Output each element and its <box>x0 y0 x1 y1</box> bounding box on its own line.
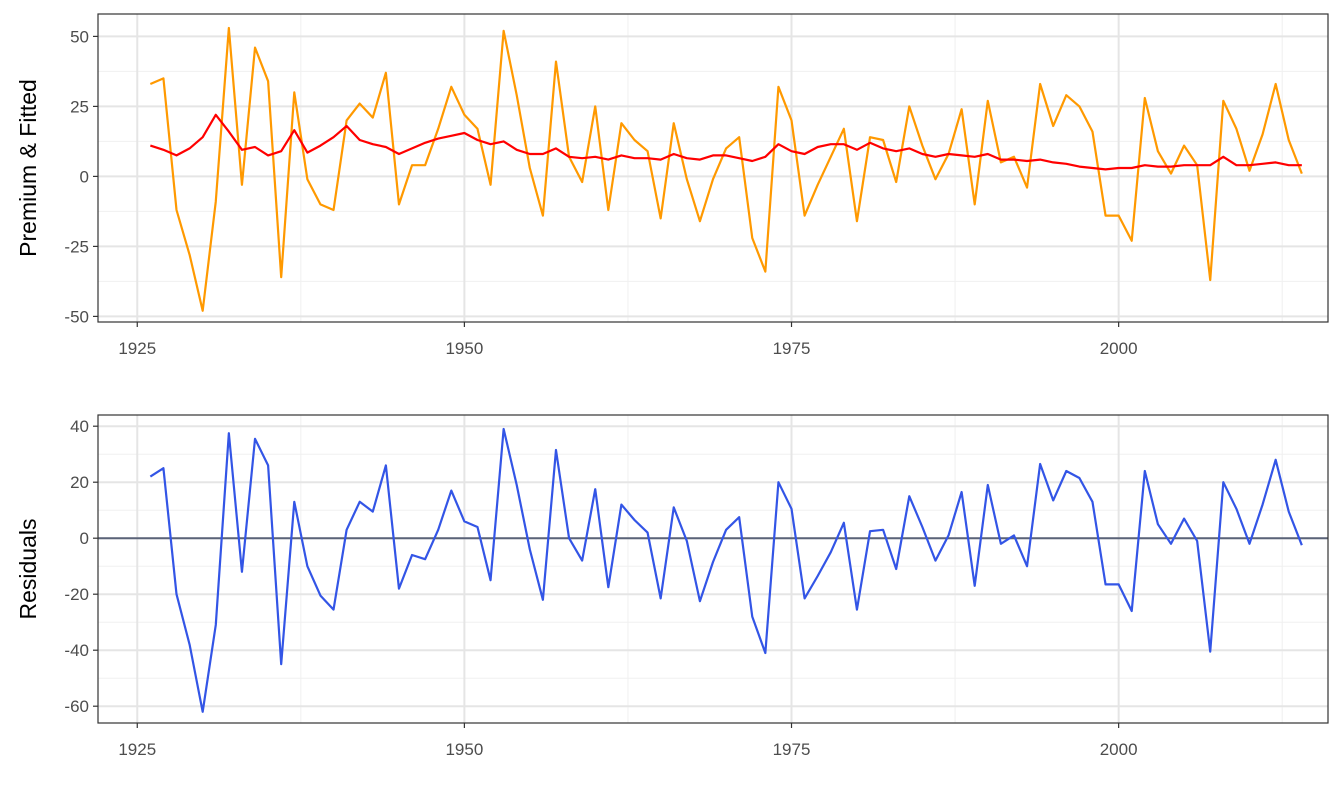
premium-fitted-y-tick-label: -50 <box>64 307 89 326</box>
premium-fitted-x-tick-label: 1925 <box>118 339 156 358</box>
premium-fitted-panel-border <box>97 13 1329 323</box>
premium-fitted-y-tick-label: 0 <box>80 167 89 186</box>
residuals-x-tick-label: 2000 <box>1100 740 1138 759</box>
premium-fitted-plot-area <box>98 14 1328 322</box>
premium-fitted-panel: 1925 1950 1975 2000 -50 -25 0 25 50 Premium & Fit… <box>15 13 1329 358</box>
premium-fitted-y-tick-label: -25 <box>64 237 89 256</box>
premium-fitted-x-tick-label: 1975 <box>773 339 811 358</box>
residuals-x-tick-label: 1950 <box>445 740 483 759</box>
residuals-x-tick-label: 1975 <box>773 740 811 759</box>
residuals-plot-area <box>98 415 1328 723</box>
residuals-y-tick-label: 20 <box>70 473 89 492</box>
residuals-y-tick-label: -20 <box>64 585 89 604</box>
residuals-panel-border <box>97 414 1329 724</box>
residuals-panel: 1925 1950 1975 2000 -60 -40 -20 0 20 40 Residuals <box>15 414 1329 759</box>
premium-fitted-x-tick-label: 2000 <box>1100 339 1138 358</box>
residuals-x-tick-label: 1925 <box>118 740 156 759</box>
residuals-y-tick-label: 0 <box>80 529 89 548</box>
residuals-y-tick-label: 40 <box>70 417 89 436</box>
premium-fitted-series-line-1 <box>149 26 1303 312</box>
residuals-y-tick-label: -40 <box>64 641 89 660</box>
premium-fitted-y-tick-label: 50 <box>70 27 89 46</box>
residuals-y-tick-label: -60 <box>64 697 89 716</box>
residuals-y-axis-title: Residuals <box>15 519 41 620</box>
residuals-series-line-1 <box>149 427 1303 713</box>
premium-fitted-x-tick-label: 1950 <box>445 339 483 358</box>
premium-fitted-y-axis-title: Premium & Fitted <box>15 79 41 257</box>
premium-fitted-y-tick-label: 25 <box>70 97 89 116</box>
premium-fitted-series-line-2 <box>150 113 1302 171</box>
